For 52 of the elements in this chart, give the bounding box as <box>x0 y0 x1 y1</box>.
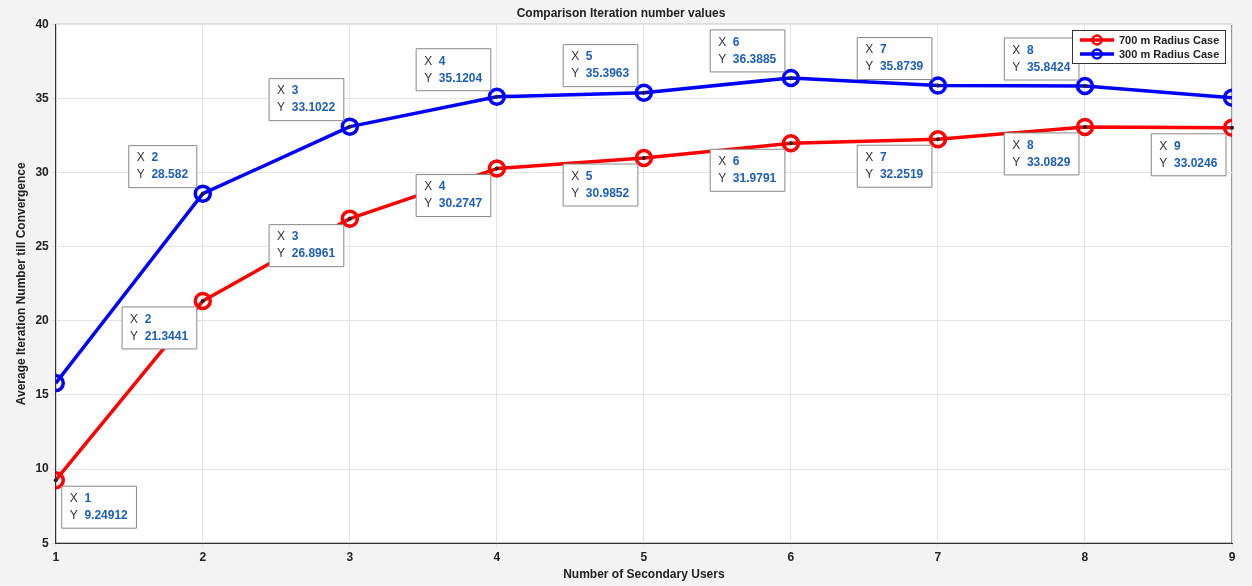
y-tick-label: 10 <box>35 461 50 476</box>
x-tick-label: 7 <box>934 549 942 564</box>
annotation: X 3 Y 33.1022 <box>277 83 336 115</box>
annotation: X 7 Y 32.2519 <box>865 150 924 182</box>
y-tick-label: 5 <box>42 535 50 550</box>
x-tick-label: 8 <box>1081 549 1089 564</box>
point <box>781 134 801 153</box>
point <box>340 209 360 228</box>
point <box>634 148 654 168</box>
y-tick-label: 30 <box>35 164 50 179</box>
annotation: X 2 Y 21.3441 <box>130 311 189 343</box>
point <box>487 87 507 106</box>
annotation: X 5 Y 35.3963 <box>571 49 630 81</box>
point <box>928 76 948 95</box>
x-tick-label: 1 <box>52 549 60 564</box>
annotation: X 6 Y 31.9791 <box>718 154 777 186</box>
annotation: X 8 Y 33.0829 <box>1012 137 1071 169</box>
point <box>781 68 801 88</box>
y-tick-label: 25 <box>35 239 50 254</box>
annotation: X 2 Y 28.582 <box>136 150 189 182</box>
point <box>193 184 213 203</box>
annotation: X 1 Y 9.24912 <box>69 491 129 523</box>
annotation: X 4 Y 30.2747 <box>424 179 483 211</box>
y-tick-label: 20 <box>35 313 50 328</box>
annotation: X 8 Y 35.8424 <box>1012 42 1071 74</box>
y-tick-label: 15 <box>35 387 50 402</box>
y-axis-title: Average Iteration Number till Convergence <box>13 162 28 406</box>
x-tick-label: 5 <box>640 549 648 564</box>
point <box>487 159 507 178</box>
point <box>340 117 360 136</box>
x-tick-label: 4 <box>493 549 501 564</box>
annotation: X 9 Y 33.0246 <box>1159 138 1218 170</box>
legend-label: 300 m Radius Case <box>1119 48 1220 61</box>
x-tick-label: 6 <box>787 549 795 564</box>
annotation: X 3 Y 26.8961 <box>277 229 336 261</box>
annotation: X 5 Y 30.9852 <box>571 168 630 200</box>
y-tick-label: 35 <box>35 90 50 105</box>
x-tick-label: 2 <box>199 549 207 564</box>
annotation: X 4 Y 35.1204 <box>424 53 483 85</box>
y-tick-label: 40 <box>35 16 50 31</box>
point <box>1075 117 1095 137</box>
annotation: X 7 Y 35.8739 <box>865 42 924 74</box>
legend-label: 700 m Radius Case <box>1119 34 1220 47</box>
x-axis-title: Number of Secondary Users <box>563 567 725 582</box>
point <box>193 291 213 311</box>
point <box>928 130 948 149</box>
x-tick-label: 9 <box>1228 549 1236 564</box>
x-tick-label: 3 <box>346 549 354 564</box>
chart-title: Comparison Iteration number values <box>516 5 726 20</box>
annotation: X 6 Y 36.3885 <box>718 34 777 66</box>
point <box>634 83 654 102</box>
point <box>1075 76 1095 96</box>
